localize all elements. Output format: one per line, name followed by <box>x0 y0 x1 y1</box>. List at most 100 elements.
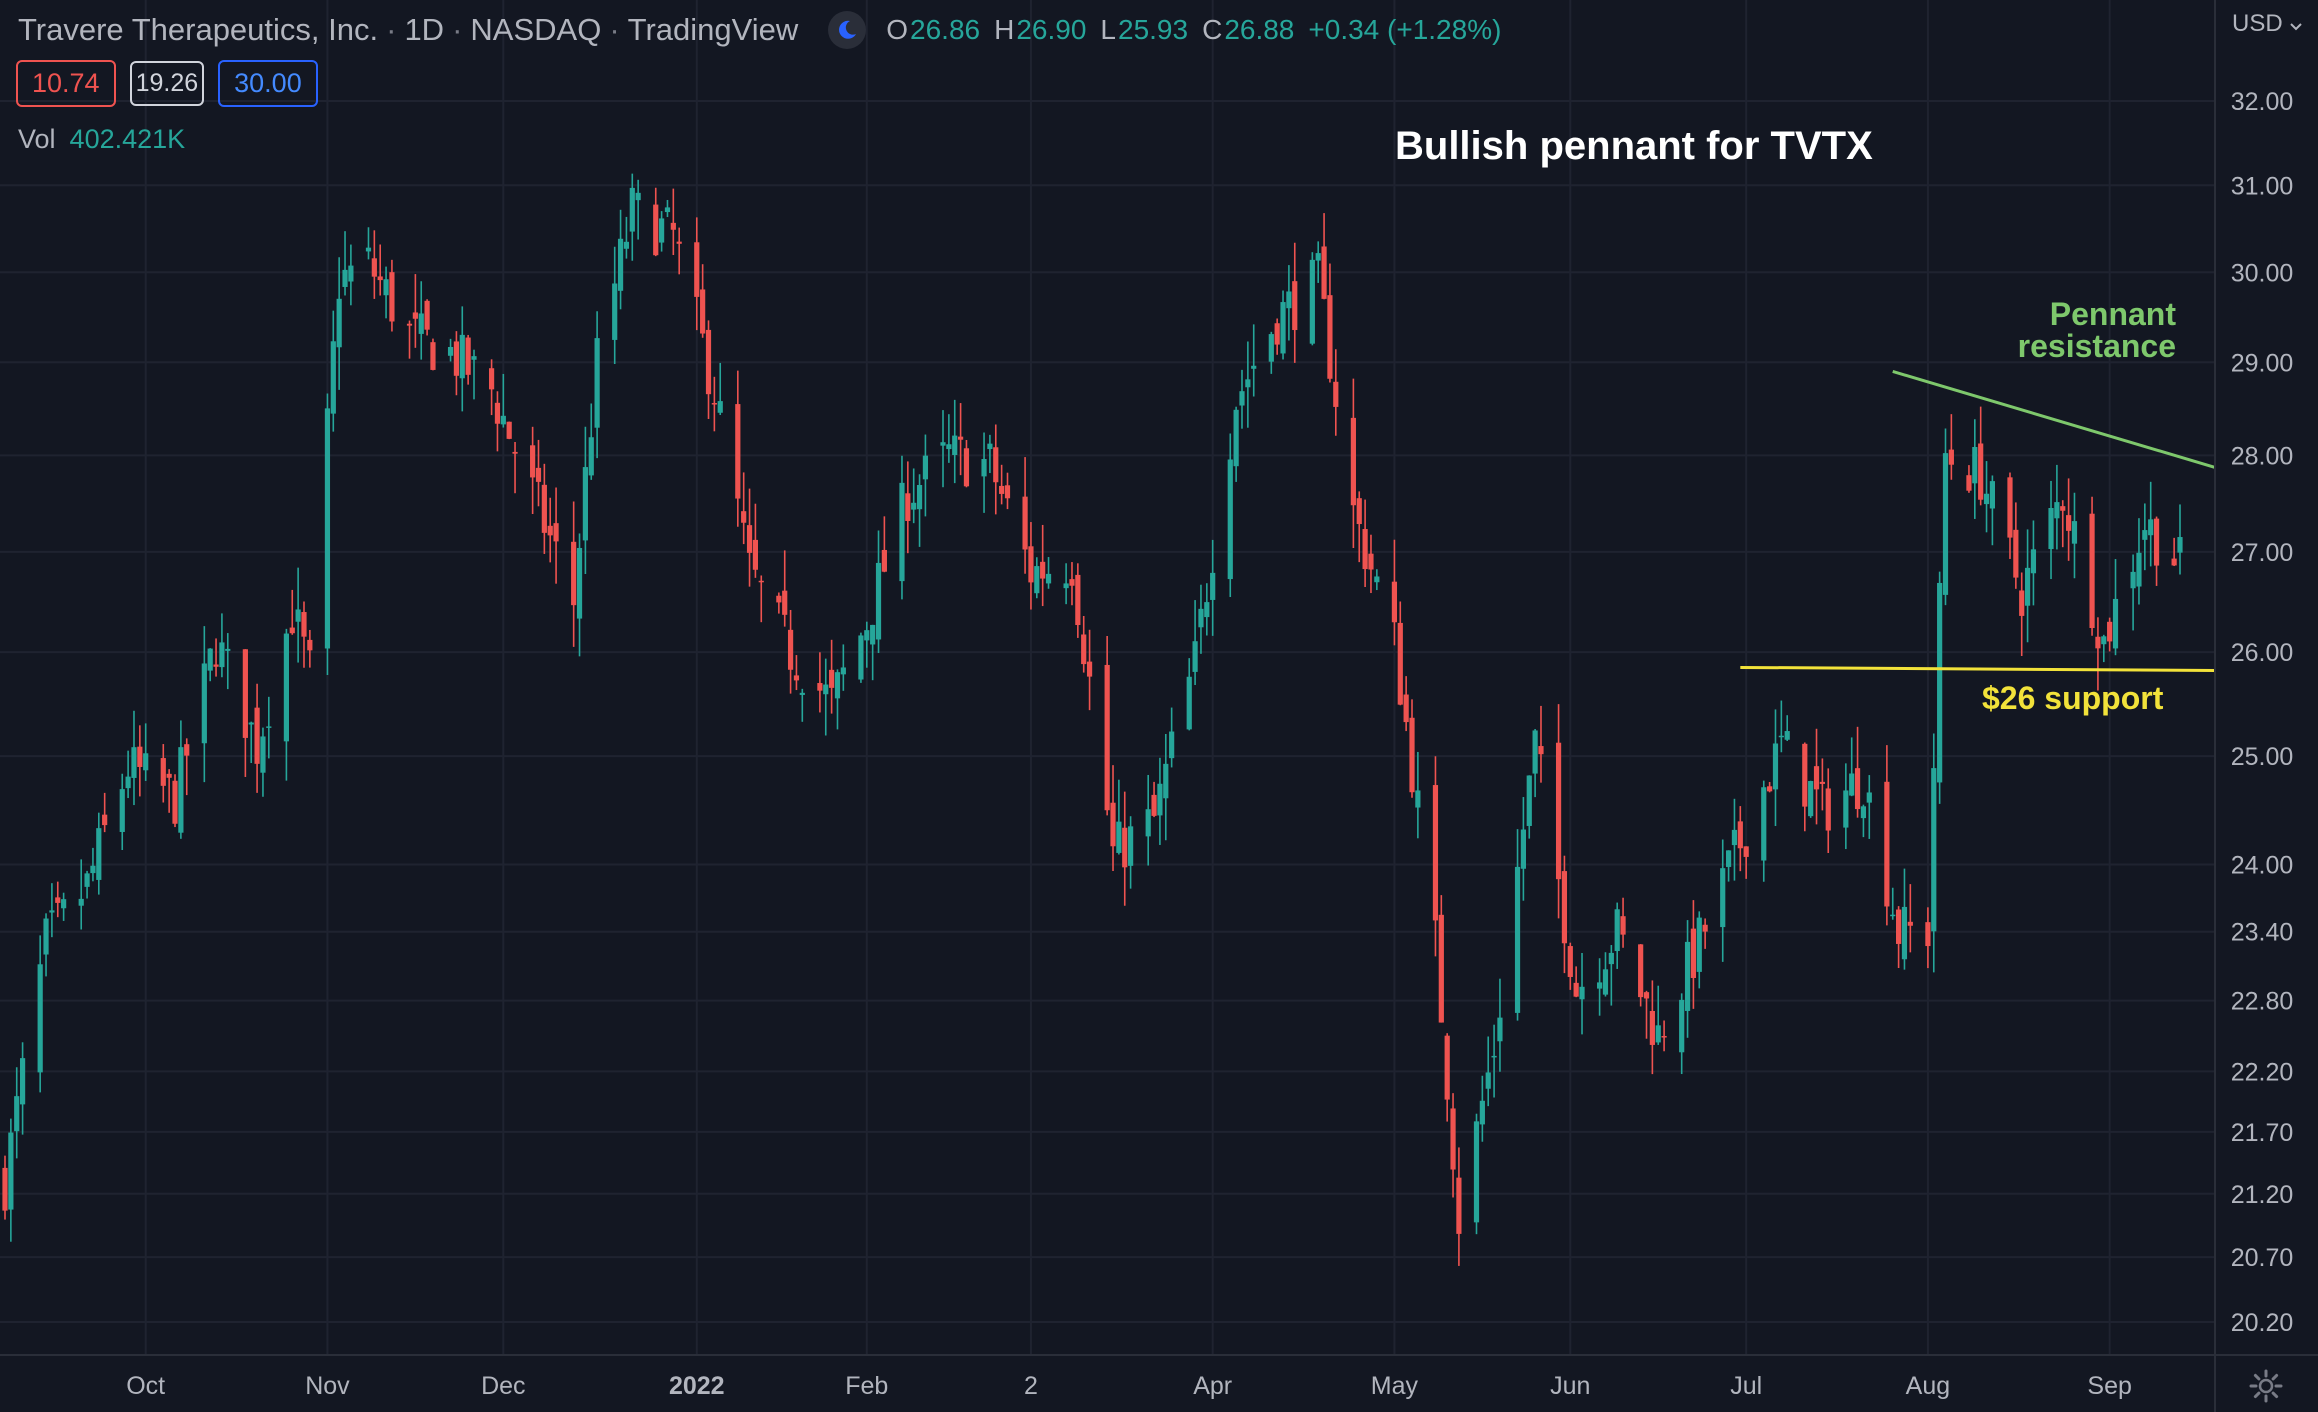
candle-body <box>957 436 964 440</box>
candle-body <box>506 421 512 439</box>
badge-right[interactable]: 30.00 <box>218 60 318 107</box>
candle-body <box>1778 735 1784 738</box>
candle-body <box>735 404 741 499</box>
candle-body <box>55 897 61 903</box>
candle-body <box>131 747 137 778</box>
candle-body <box>1978 443 1984 500</box>
candle-body <box>260 736 266 773</box>
candle-body <box>1602 969 1609 995</box>
candle-body <box>1479 1100 1485 1125</box>
x-tick-label: Jul <box>1730 1372 1762 1400</box>
candle-body <box>1292 281 1298 331</box>
candle-body <box>1925 922 1931 947</box>
candle-body <box>1274 323 1280 345</box>
candle-body <box>160 758 166 786</box>
candle-body <box>143 753 149 771</box>
candle-body <box>1374 576 1380 583</box>
candle-body <box>1526 775 1532 826</box>
badge-left[interactable]: 10.74 <box>16 60 116 107</box>
candle-body <box>1081 634 1087 665</box>
candle-body <box>817 683 823 691</box>
candle-body <box>782 590 788 615</box>
volume-label: Vol <box>18 124 56 154</box>
candle-body <box>1931 768 1937 932</box>
resistance-annotation: Pennant resistance <box>2017 296 2176 364</box>
candle-body <box>670 222 676 230</box>
candle-body <box>776 595 782 603</box>
candle-body <box>1808 781 1814 817</box>
candle-body <box>1895 909 1902 944</box>
candle-body <box>823 684 829 695</box>
candle-body <box>465 337 471 375</box>
candle-body <box>1391 581 1398 623</box>
candle-body <box>530 445 536 478</box>
candle-body <box>371 258 377 277</box>
candle-body <box>787 629 794 670</box>
candle-body <box>1251 365 1257 369</box>
volume-legend: Vol 402.421K <box>18 124 185 155</box>
candle-body <box>1761 787 1767 861</box>
candle-body <box>1690 928 1697 978</box>
candle-body <box>1280 302 1286 354</box>
chevron-down-icon <box>2290 23 2303 31</box>
candle-body <box>184 744 190 756</box>
separator: · <box>452 12 463 47</box>
candle-body <box>2 1167 8 1211</box>
candle-body <box>981 459 987 477</box>
candle-body <box>1245 379 1251 388</box>
candle-body <box>1702 924 1708 932</box>
candle-body <box>1725 850 1732 867</box>
y-tick-label: 21.20 <box>2231 1181 2294 1209</box>
candle-body <box>219 642 225 668</box>
candle-body <box>987 443 993 450</box>
candle-body <box>301 612 307 637</box>
moon-icon[interactable] <box>828 11 867 49</box>
candle-body <box>1597 982 1603 989</box>
candle-body <box>377 276 383 281</box>
candle-body <box>1145 809 1151 837</box>
candle-body <box>1403 694 1409 723</box>
candle-body <box>875 562 882 640</box>
currency-selector[interactable]: USD <box>2232 10 2303 38</box>
candle-body <box>365 247 372 252</box>
candle-body <box>2171 558 2177 566</box>
x-tick-label: Dec <box>481 1372 525 1400</box>
candle-body <box>1767 786 1773 792</box>
candle-body <box>1040 561 1046 579</box>
candle-body <box>1450 1108 1456 1170</box>
x-tick-label: Aug <box>1906 1372 1950 1400</box>
candle-body <box>664 207 671 213</box>
candle-body <box>1122 827 1128 868</box>
change-value: +0.34 (+1.28%) <box>1308 14 1502 45</box>
candle-body <box>1157 783 1163 816</box>
symbol-name[interactable]: Travere Therapeutics, Inc. <box>18 12 379 47</box>
candle-body <box>899 482 905 582</box>
candle-body <box>535 467 542 482</box>
open-value: 26.86 <box>910 14 981 45</box>
candle-body <box>295 609 301 622</box>
candle-body <box>1907 921 1913 926</box>
x-tick-label: Jun <box>1550 1372 1590 1400</box>
candle-body <box>594 338 600 428</box>
interval[interactable]: 1D <box>404 12 445 47</box>
indicator-badges: 10.74 19.26 30.00 <box>16 60 318 107</box>
candle-body <box>49 910 55 913</box>
x-tick-label: May <box>1371 1372 1419 1400</box>
candle-body <box>178 747 184 833</box>
candle-body <box>1942 453 1949 595</box>
candle-body <box>711 403 717 405</box>
candle-body <box>659 218 665 243</box>
y-tick-label: 22.80 <box>2231 988 2294 1016</box>
candle-body <box>741 511 747 523</box>
candle-body <box>1614 909 1620 952</box>
candle-body <box>2060 506 2066 511</box>
y-tick-label: 22.20 <box>2231 1058 2294 1086</box>
candle-body <box>541 484 547 533</box>
candle-body <box>2054 502 2060 519</box>
candle-body <box>1198 608 1204 628</box>
gear-icon[interactable] <box>2248 1368 2284 1404</box>
candle-body <box>1643 992 1650 999</box>
candle-body <box>623 241 630 249</box>
candle-body <box>922 455 929 480</box>
